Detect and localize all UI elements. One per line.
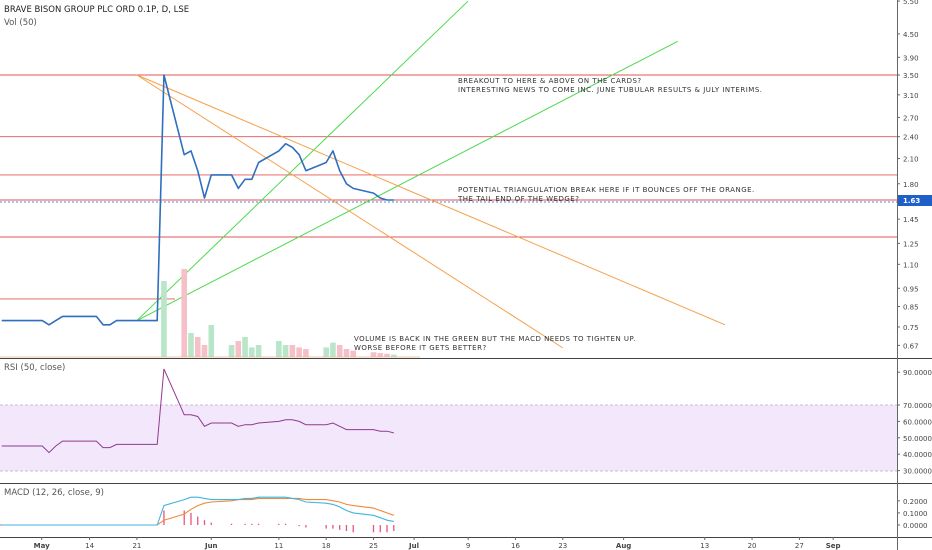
price-tick-label: 1.25	[903, 240, 919, 248]
rsi-tick-label: 90.0000	[903, 369, 932, 377]
price-tick-label: 1.10	[903, 261, 919, 269]
rsi-label: RSI (50, close)	[4, 363, 66, 373]
volume-bar	[330, 342, 336, 357]
time-tick-label: 21	[132, 542, 141, 550]
price-tick-label: 0.75	[903, 324, 919, 332]
time-tick-label: Jul	[408, 542, 419, 550]
time-tick-label: 20	[748, 542, 757, 550]
time-tick-label: 18	[322, 542, 331, 550]
volume-bar	[336, 345, 343, 357]
price-tick-label: 3.50	[903, 72, 919, 80]
volume-bar	[194, 337, 201, 357]
breakout-annotation: BREAKOUT TO HERE & ABOVE ON THE CARDS? I…	[458, 77, 763, 94]
volume-bar	[384, 353, 390, 357]
time-tick-label: Jun	[204, 542, 218, 550]
volume-bar	[343, 349, 350, 357]
volume-bar	[249, 347, 255, 357]
volume-bar	[201, 345, 208, 357]
symbol-title: BRAVE BISON GROUP PLC ORD 0.1P, D, LSE	[4, 5, 190, 15]
rsi-tick-label: 40.0000	[903, 451, 932, 459]
volume-bar	[323, 347, 329, 357]
volume-bar	[390, 354, 397, 357]
green-trend-line	[136, 40, 678, 322]
price-tick-label: 5.50	[903, 0, 919, 6]
macd-line	[1, 496, 394, 526]
price-tick-label: 2.70	[903, 114, 919, 122]
rsi-tick-label: 50.0000	[903, 435, 932, 443]
price-tick-label: 0.85	[903, 303, 919, 311]
volume-bar	[370, 352, 377, 357]
time-tick-label: Aug	[616, 542, 631, 550]
rsi-tick-label: 30.0000	[903, 468, 932, 476]
time-tick-label: 9	[466, 542, 470, 550]
macd-tick-label: 0.0000	[903, 522, 928, 530]
volume-label: Vol (50)	[4, 18, 37, 28]
volume-bar	[161, 281, 167, 357]
price-tick-label: 2.10	[903, 156, 919, 164]
volume-bar	[276, 341, 282, 357]
volume-bar	[235, 341, 242, 357]
volume-bar	[242, 337, 248, 357]
price-tick-label: 3.90	[903, 54, 919, 62]
rsi-line	[1, 368, 394, 454]
time-tick-label: 25	[369, 542, 378, 550]
time-tick-label: 23	[558, 542, 567, 550]
macd-label: MACD (12, 26, close, 9)	[4, 488, 104, 498]
last-price-label: 1.63	[903, 197, 920, 205]
time-tick-label: 14	[85, 542, 94, 550]
macd-tick-label: 0.2000	[903, 498, 928, 506]
time-tick-label: 11	[274, 542, 283, 550]
price-tick-label: 0.95	[903, 285, 919, 293]
volume-bar	[188, 333, 194, 357]
price-tick-label: 2.40	[903, 134, 919, 142]
macd-tick-label: 0.1000	[903, 510, 928, 518]
volume-bar	[350, 350, 357, 357]
price-tick-label: 1.80	[903, 181, 919, 189]
time-tick-label: 27	[795, 542, 804, 550]
rsi-tick-label: 60.0000	[903, 418, 932, 426]
last-price-badge	[898, 194, 932, 206]
rsi-band	[0, 405, 897, 471]
volume-bar	[255, 345, 262, 357]
time-tick-label: 13	[700, 542, 709, 550]
volume-bar	[289, 345, 296, 357]
volume-bar	[228, 345, 235, 357]
volume-bar	[296, 347, 302, 357]
volume-bar	[303, 349, 309, 357]
volume-bar	[282, 345, 289, 357]
orange-trend-line	[136, 74, 726, 326]
volume-bar	[181, 269, 188, 357]
time-tick-label: 16	[511, 542, 520, 550]
price-line	[1, 74, 394, 326]
volume-bar	[377, 353, 384, 357]
triangulation-annotation: POTENTIAL TRIANGULATION BREAK HERE IF IT…	[458, 186, 755, 203]
price-tick-label: 0.67	[903, 342, 919, 350]
price-tick-label: 1.45	[903, 216, 919, 224]
rsi-tick-label: 70.0000	[903, 402, 932, 410]
time-tick-label: Sep	[826, 542, 841, 550]
volume-bar	[208, 325, 215, 357]
price-tick-label: 3.10	[903, 92, 919, 100]
orange-trend-line	[136, 74, 564, 349]
time-tick-label: May	[34, 542, 50, 550]
volume-annotation: VOLUME IS BACK IN THE GREEN BUT THE MACD…	[354, 335, 636, 352]
price-tick-label: 4.50	[903, 31, 919, 39]
